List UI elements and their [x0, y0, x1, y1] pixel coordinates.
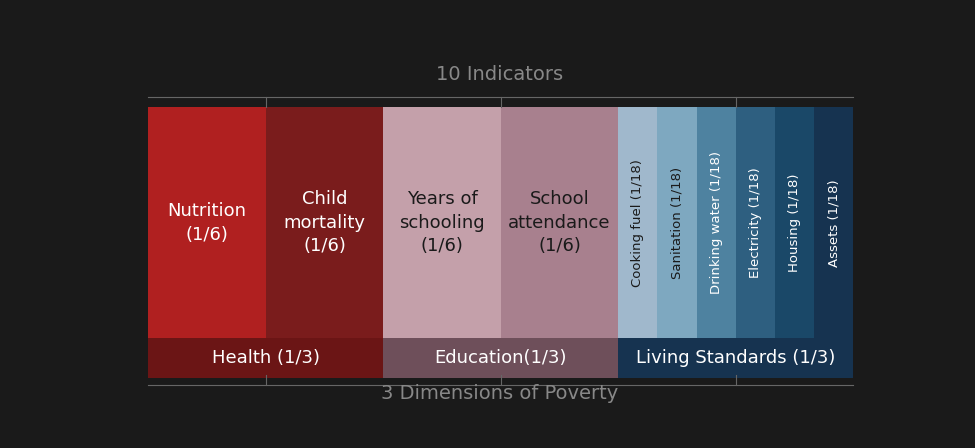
Text: 10 Indicators: 10 Indicators [436, 65, 564, 84]
Bar [697, 107, 736, 338]
Text: Drinking water (1/18): Drinking water (1/18) [710, 151, 722, 294]
Text: Housing (1/18): Housing (1/18) [788, 173, 801, 272]
Text: 3 Dimensions of Poverty: 3 Dimensions of Poverty [381, 384, 618, 403]
Text: Education(1/3): Education(1/3) [435, 349, 567, 367]
Text: Years of
schooling
(1/6): Years of schooling (1/6) [399, 190, 485, 255]
Bar [736, 107, 775, 338]
Bar [148, 338, 383, 378]
Text: Sanitation (1/18): Sanitation (1/18) [671, 167, 683, 279]
Bar [501, 107, 618, 338]
Bar [383, 107, 501, 338]
Bar [148, 107, 266, 338]
Bar [618, 107, 657, 338]
Bar [657, 107, 697, 338]
Text: Cooking fuel (1/18): Cooking fuel (1/18) [632, 159, 644, 287]
Text: Child
mortality
(1/6): Child mortality (1/6) [284, 190, 366, 255]
Text: Health (1/3): Health (1/3) [212, 349, 320, 367]
Bar [383, 338, 618, 378]
Text: Electricity (1/18): Electricity (1/18) [749, 168, 761, 278]
Bar [775, 107, 814, 338]
Bar [814, 107, 853, 338]
Text: Nutrition
(1/6): Nutrition (1/6) [168, 202, 247, 244]
Bar [266, 107, 383, 338]
Bar [618, 338, 853, 378]
Text: Assets (1/18): Assets (1/18) [827, 179, 840, 267]
Text: School
attendance
(1/6): School attendance (1/6) [508, 190, 610, 255]
Text: Living Standards (1/3): Living Standards (1/3) [636, 349, 836, 367]
